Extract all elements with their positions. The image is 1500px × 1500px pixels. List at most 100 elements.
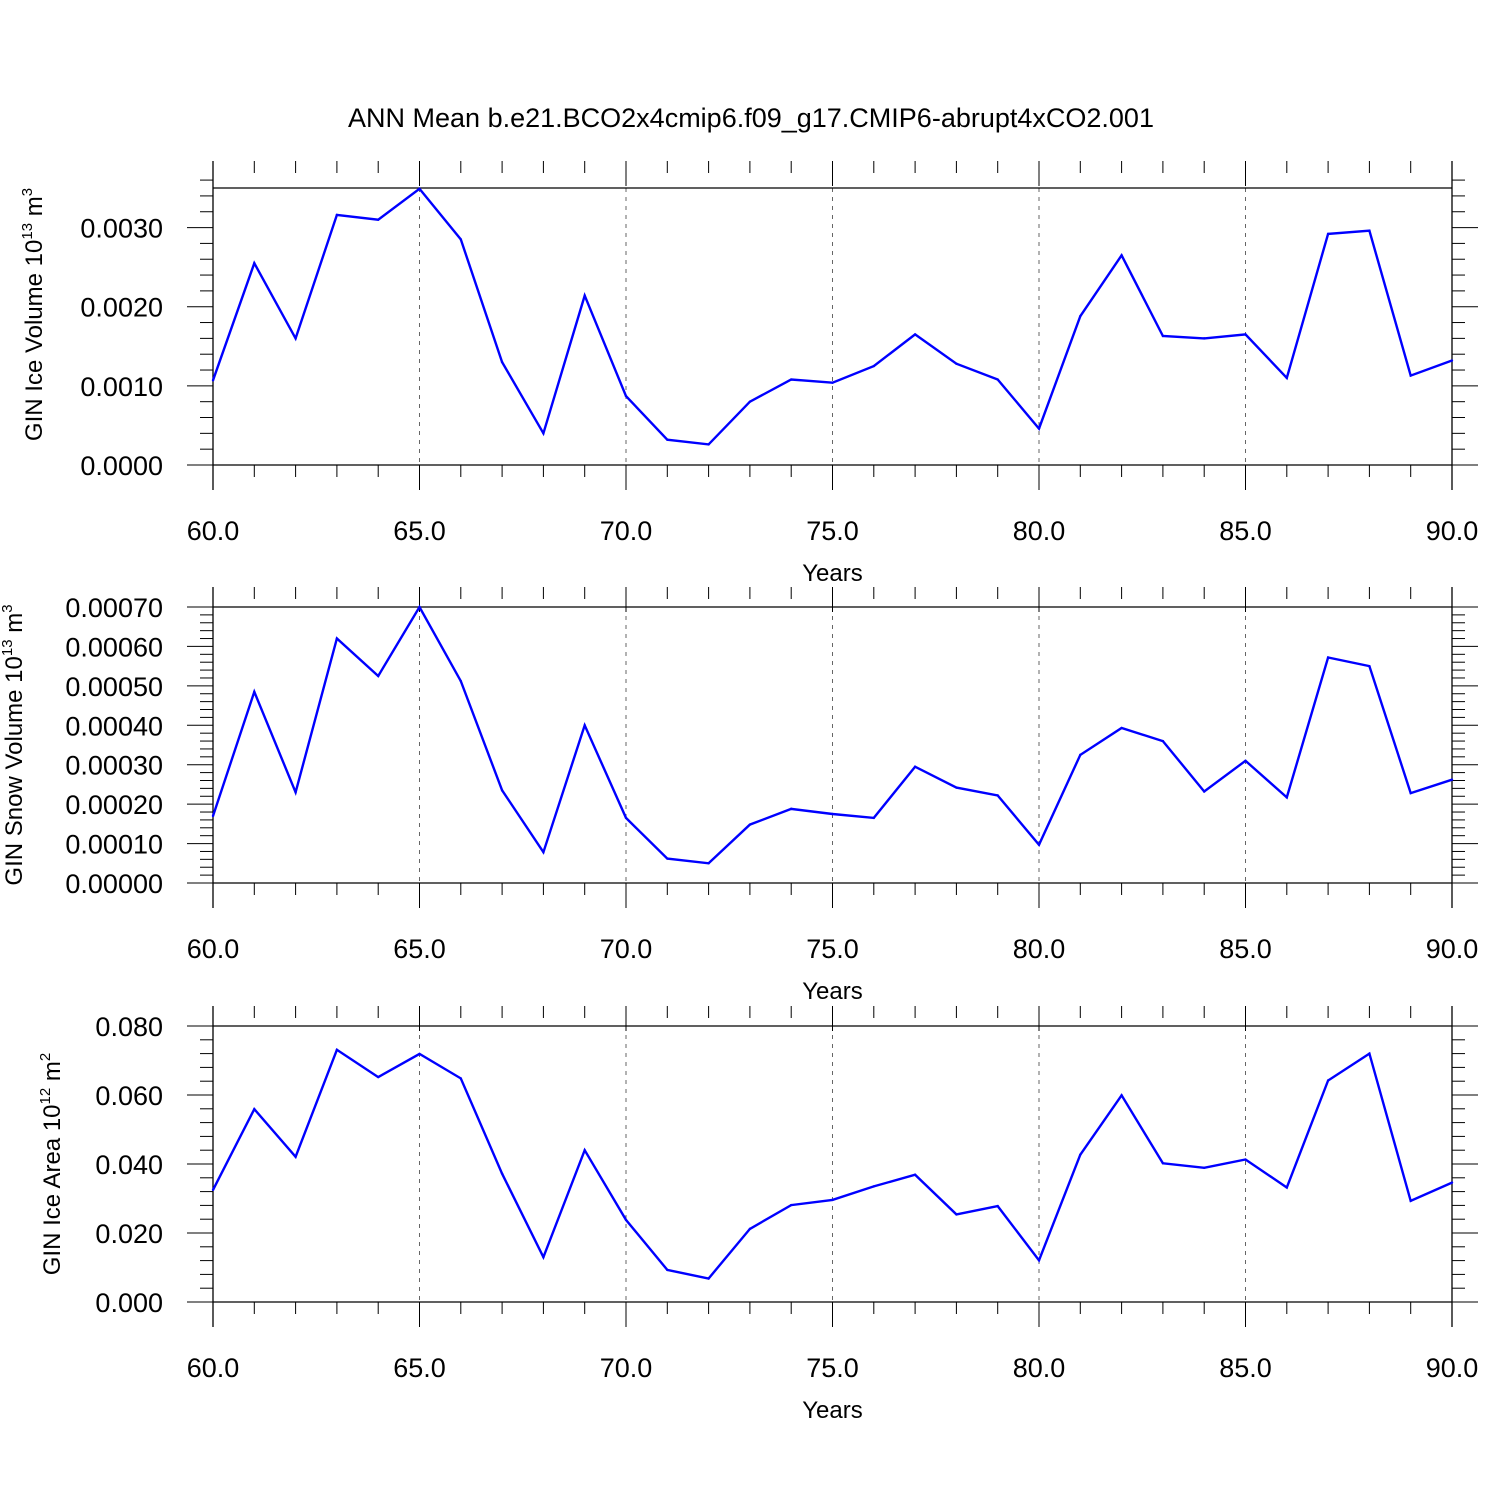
data-point <box>1161 334 1165 338</box>
data-point <box>377 674 380 678</box>
data-point <box>1368 664 1371 668</box>
data-point <box>294 791 297 794</box>
y-axis-label-unit: m <box>1 613 28 640</box>
y-tick-label: 0.00020 <box>65 790 163 820</box>
data-point <box>1079 315 1082 318</box>
data-point <box>459 238 462 241</box>
data-point <box>1409 1199 1412 1203</box>
y-tick-label: 0.00050 <box>65 672 163 702</box>
data-point <box>707 1277 710 1280</box>
x-tick-label: 80.0 <box>1013 516 1066 546</box>
data-point <box>1409 791 1412 795</box>
data-point <box>913 1173 917 1176</box>
data-point <box>1161 739 1165 743</box>
y-axis-label: GIN Ice Area 1012 m2 <box>37 1053 66 1275</box>
y-axis-label-exponent: 13 <box>0 639 16 656</box>
data-point <box>624 394 628 398</box>
data-point <box>996 794 999 797</box>
x-tick-label: 85.0 <box>1219 934 1272 964</box>
data-point <box>294 337 297 340</box>
y-axis-label-exponent: 12 <box>37 1088 54 1105</box>
data-point <box>1161 1162 1165 1165</box>
x-tick-label: 85.0 <box>1219 1353 1272 1383</box>
y-tick-label: 0.000 <box>95 1288 163 1318</box>
data-point <box>377 218 380 221</box>
y-tick-label: 0.0020 <box>80 293 163 323</box>
data-point <box>335 213 339 217</box>
y-axis-label-unit: m <box>39 1061 66 1088</box>
data-point <box>913 333 917 336</box>
data-point <box>1326 232 1330 236</box>
data-point <box>1120 1094 1123 1097</box>
data-point <box>1285 1186 1289 1189</box>
data-point <box>872 816 875 820</box>
data-point <box>1079 1153 1082 1156</box>
y-tick-label: 0.0010 <box>80 372 163 402</box>
data-point <box>1244 759 1247 762</box>
x-tick-label: 65.0 <box>393 1353 446 1383</box>
data-point <box>955 1213 958 1216</box>
data-point <box>913 765 917 768</box>
data-point <box>1285 796 1289 799</box>
y-axis-label-text: GIN Snow Volume 10 <box>1 656 28 885</box>
data-point <box>624 1218 628 1222</box>
y-axis-label-unit: m <box>21 196 48 223</box>
data-point <box>790 807 793 811</box>
data-point <box>1368 229 1371 232</box>
data-point <box>1120 254 1123 257</box>
y-tick-label: 0.040 <box>95 1150 163 1180</box>
data-point <box>211 1188 215 1192</box>
panel-ice-volume: 0.0000 0.0010 0.0020 0.0030 60.0 65.0 70.0 75.0… <box>19 161 1478 587</box>
y-tick-label: 0.00010 <box>65 830 163 860</box>
x-tick-label: 65.0 <box>393 516 446 546</box>
data-point <box>500 360 504 364</box>
data-point <box>1244 333 1247 336</box>
y-axis-label-unit-exponent: 3 <box>0 604 16 612</box>
data-point <box>666 857 669 860</box>
data-point <box>418 187 421 190</box>
data-point <box>542 851 545 854</box>
data-point <box>1120 726 1123 730</box>
data-point <box>790 378 793 381</box>
data-point <box>542 432 545 435</box>
data-point <box>707 862 710 865</box>
data-point <box>253 261 256 265</box>
x-tick-label: 60.0 <box>187 516 240 546</box>
data-point <box>666 438 669 441</box>
y-axis-label-unit-exponent: 2 <box>37 1053 54 1061</box>
x-tick-label: 80.0 <box>1013 1353 1066 1383</box>
data-point <box>666 1268 669 1272</box>
x-axis-label: Years <box>802 978 863 1005</box>
x-tick-label: 70.0 <box>600 934 653 964</box>
y-tick-label: 0.0030 <box>80 214 163 244</box>
panel-snow-volume: 0.00000 0.00010 0.00020 0.00030 0.00040 0.000… <box>0 587 1478 1005</box>
x-tick-label: 80.0 <box>1013 934 1066 964</box>
y-axis-label: GIN Ice Volume 1013 m3 <box>19 188 48 441</box>
x-axis-label: Years <box>802 560 863 587</box>
data-point <box>748 400 752 403</box>
data-point <box>1203 337 1206 340</box>
data-point <box>335 1048 339 1052</box>
data-point <box>1450 778 1454 781</box>
data-point <box>955 362 958 365</box>
y-tick-label: 0.00000 <box>65 869 163 899</box>
data-point <box>1203 1166 1206 1169</box>
y-axis-label-unit-exponent: 3 <box>19 188 36 196</box>
x-tick-label: 90.0 <box>1426 1353 1479 1383</box>
data-point <box>790 1203 793 1207</box>
data-point <box>1326 1079 1330 1082</box>
x-tick-label: 75.0 <box>806 934 859 964</box>
data-point <box>1037 843 1041 846</box>
data-point <box>1450 359 1454 362</box>
data-point <box>624 816 628 820</box>
data-point <box>748 823 752 826</box>
y-tick-label: 0.00040 <box>65 711 163 741</box>
x-tick-label: 90.0 <box>1426 516 1479 546</box>
data-point <box>1244 1158 1247 1161</box>
data-point <box>707 443 710 446</box>
y-tick-label: 0.00070 <box>65 593 163 623</box>
data-point <box>253 690 256 693</box>
data-point <box>996 378 999 381</box>
data-point <box>542 1255 545 1259</box>
data-point <box>211 379 215 382</box>
